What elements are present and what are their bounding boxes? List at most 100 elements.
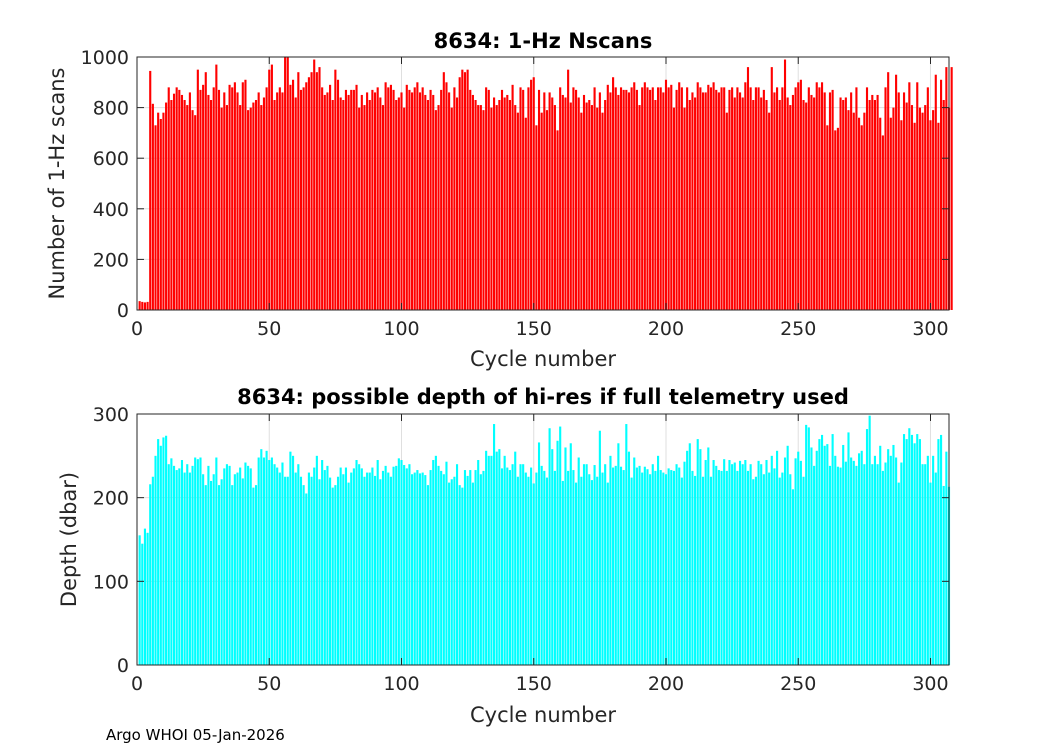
bar [680,87,683,310]
bar [455,97,459,310]
bar [445,82,448,310]
bar [210,100,213,310]
bar [749,87,752,310]
bar [630,87,633,310]
bar [188,472,191,665]
bar [855,87,858,310]
bar [252,102,255,310]
bar [569,102,572,310]
bar [601,112,604,310]
bar [860,450,863,665]
bar [728,460,731,665]
bar [627,451,631,665]
bar [900,462,903,665]
bar [889,117,892,310]
bar [950,67,953,311]
bar [580,476,583,665]
bar [363,476,366,665]
bar [651,464,654,665]
x-tick-label: 200 [648,673,684,695]
bar [614,465,617,665]
bar [397,97,400,310]
bar [778,100,781,310]
bar [723,87,726,310]
bar [873,455,876,665]
bar [228,84,231,310]
bar [524,472,527,665]
bar [305,82,308,310]
bar [495,105,498,310]
bar [273,464,276,665]
bar [871,464,874,665]
bar [461,487,464,665]
bar [490,107,493,310]
bar [725,470,728,665]
bar [688,100,691,310]
y-tick-label: 300 [93,404,129,426]
bar [881,470,884,665]
bar [225,105,228,310]
bar [474,470,477,665]
bar [731,87,734,310]
bar [239,467,242,665]
bar [146,301,149,310]
bar [548,92,551,310]
bar [675,464,678,665]
bar [836,127,839,310]
bar [850,457,853,665]
bar [175,87,178,310]
bar [577,97,580,310]
bar [286,57,289,310]
bar [783,457,787,665]
bar [180,460,184,665]
bar [302,87,305,310]
bar [664,79,668,311]
bar [384,82,387,310]
bar [691,470,694,665]
bar [244,79,247,311]
bar [868,415,871,665]
bar [744,82,747,310]
bar [791,94,795,310]
bar [236,92,239,310]
bar [482,470,485,665]
bar [154,455,157,665]
y-tick-label: 0 [117,655,129,677]
bar [485,87,488,310]
bar [678,467,681,665]
bar [588,474,591,665]
bar [799,460,802,665]
bar [773,92,776,310]
bar [850,92,853,310]
bar [678,82,681,310]
bar [543,92,546,310]
bar [149,484,152,665]
bar [535,125,538,310]
bar [403,107,406,310]
bar [395,100,398,310]
bar [284,57,287,310]
bar [879,445,882,665]
bar [810,447,813,665]
bar [289,84,292,310]
bar [670,84,673,310]
bar [530,467,533,665]
bar [363,105,366,310]
bar [910,434,914,665]
bar [352,468,355,665]
bar [448,482,451,665]
bar [884,462,887,665]
bar [506,467,509,665]
bar [434,455,437,665]
bar [511,84,514,310]
bar [575,482,578,665]
bar [836,466,839,665]
bar [233,474,236,665]
bar [712,460,715,665]
bar [765,100,768,310]
bar [895,74,898,311]
bar [545,477,549,665]
y-axis-label: Depth (dbar) [57,472,81,607]
bar [236,472,239,665]
bar [458,77,461,311]
